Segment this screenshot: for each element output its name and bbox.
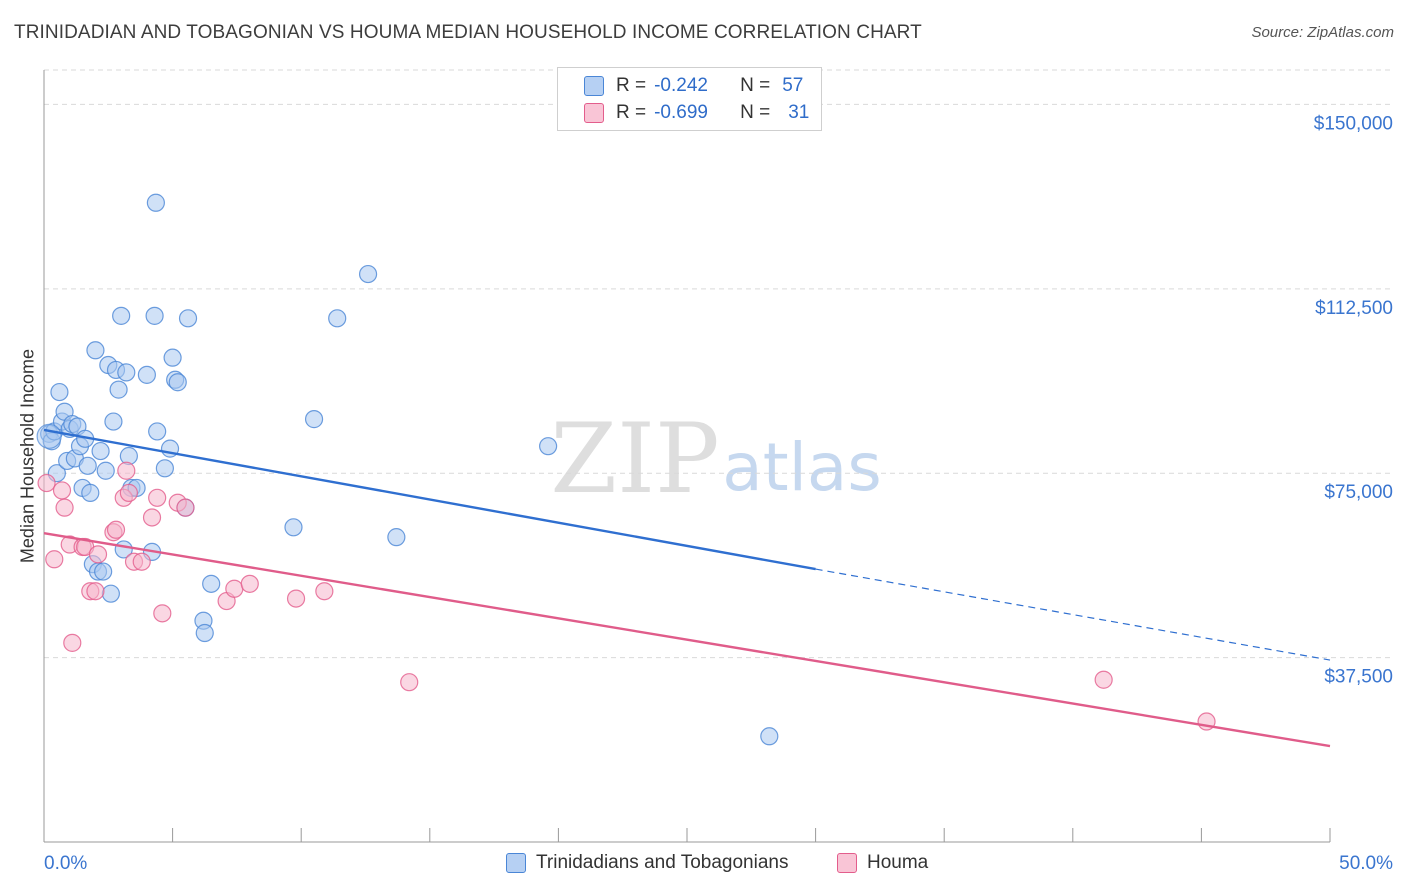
blue-point — [202, 574, 221, 593]
n-value: 57 — [782, 75, 804, 96]
chart-source: Source: ZipAtlas.com — [1251, 24, 1394, 41]
legend-label: Houma — [867, 852, 929, 873]
r-label: R = — [616, 102, 647, 123]
blue-point — [358, 264, 378, 284]
blue-swatch — [584, 76, 604, 96]
pink-point — [142, 508, 162, 527]
pink-point — [63, 633, 82, 652]
n-label: N = — [740, 75, 771, 96]
blue-trend-line-extension — [815, 568, 1331, 661]
blue-point — [539, 437, 558, 456]
blue-point — [91, 441, 110, 461]
blue-point — [119, 446, 138, 466]
stats-legend-row-blue: R = -0.242 N = 57 — [584, 74, 803, 98]
pink-swatch — [584, 103, 604, 123]
blue-point — [304, 410, 324, 429]
blue-point — [168, 373, 187, 392]
blue-point — [81, 483, 100, 502]
pink-point — [400, 673, 419, 692]
blue-point — [146, 193, 165, 212]
pink-point — [119, 483, 138, 502]
blue-trend-line — [43, 428, 816, 571]
stats-legend: R = -0.242 N = 57 R = -0.699 N = 31 — [557, 67, 822, 131]
pink-point — [55, 498, 74, 517]
pink-point — [286, 589, 306, 608]
blue-point — [328, 309, 347, 328]
pink-point — [148, 488, 167, 507]
r-label: R = — [616, 75, 647, 96]
y-tick-label: $150,000 — [1314, 113, 1393, 134]
y-tick-label: $75,000 — [1324, 482, 1393, 503]
x-tick-label: 50.0% — [1339, 853, 1393, 874]
pink-point — [86, 582, 105, 601]
pink-trend-line — [43, 532, 1331, 748]
blue-point — [109, 380, 128, 399]
y-tick-label: $112,500 — [1315, 298, 1393, 319]
pink-point — [240, 574, 259, 593]
pink-point — [176, 498, 195, 517]
pink-point — [37, 473, 56, 493]
legend-item-trinidadians: Trinidadians and Tobagonians — [506, 852, 788, 874]
blue-point — [104, 412, 123, 431]
blue-point — [101, 584, 120, 603]
blue-point — [117, 363, 136, 382]
pink-point — [225, 579, 244, 598]
blue-point — [148, 422, 167, 441]
x-tick-label: 0.0% — [44, 853, 87, 874]
blue-point — [137, 365, 156, 384]
blue-swatch — [506, 853, 526, 873]
blue-point — [195, 623, 214, 643]
pink-point — [117, 461, 136, 480]
pink-point — [153, 604, 172, 623]
pink-point — [1094, 670, 1113, 689]
legend-label: Trinidadians and Tobagonians — [536, 852, 789, 873]
pink-point — [52, 481, 72, 500]
blue-point — [178, 309, 198, 328]
blue-point — [112, 306, 131, 325]
pink-point — [88, 545, 108, 564]
n-label: N = — [740, 102, 771, 123]
r-value: -0.242 — [654, 75, 708, 96]
blue-point — [96, 461, 115, 480]
blue-point — [50, 382, 69, 402]
blue-point — [94, 562, 113, 581]
pink-point — [132, 552, 151, 571]
r-value: -0.699 — [654, 102, 708, 123]
y-tick-label: $37,500 — [1324, 667, 1393, 688]
pink-point — [45, 550, 64, 569]
legend-item-houma: Houma — [837, 852, 928, 874]
blue-point — [155, 459, 174, 478]
watermark-atlas: atlas — [722, 429, 882, 506]
blue-point — [387, 528, 406, 547]
blue-point — [86, 341, 105, 360]
pink-swatch — [837, 853, 857, 873]
blue-point — [78, 456, 97, 475]
blue-point — [145, 306, 164, 325]
pink-point — [315, 582, 334, 601]
n-value: 31 — [788, 102, 810, 123]
blue-point-cluster — [36, 423, 62, 449]
stats-legend-row-pink: R = -0.699 N = 31 — [584, 101, 809, 125]
pink-point — [106, 520, 126, 539]
chart-title: TRINIDADIAN AND TOBAGONIAN VS HOUMA MEDI… — [14, 22, 922, 43]
watermark-zip: ZIP — [550, 403, 719, 515]
blue-point — [284, 518, 303, 537]
blue-point — [163, 348, 182, 367]
blue-point — [760, 727, 779, 746]
